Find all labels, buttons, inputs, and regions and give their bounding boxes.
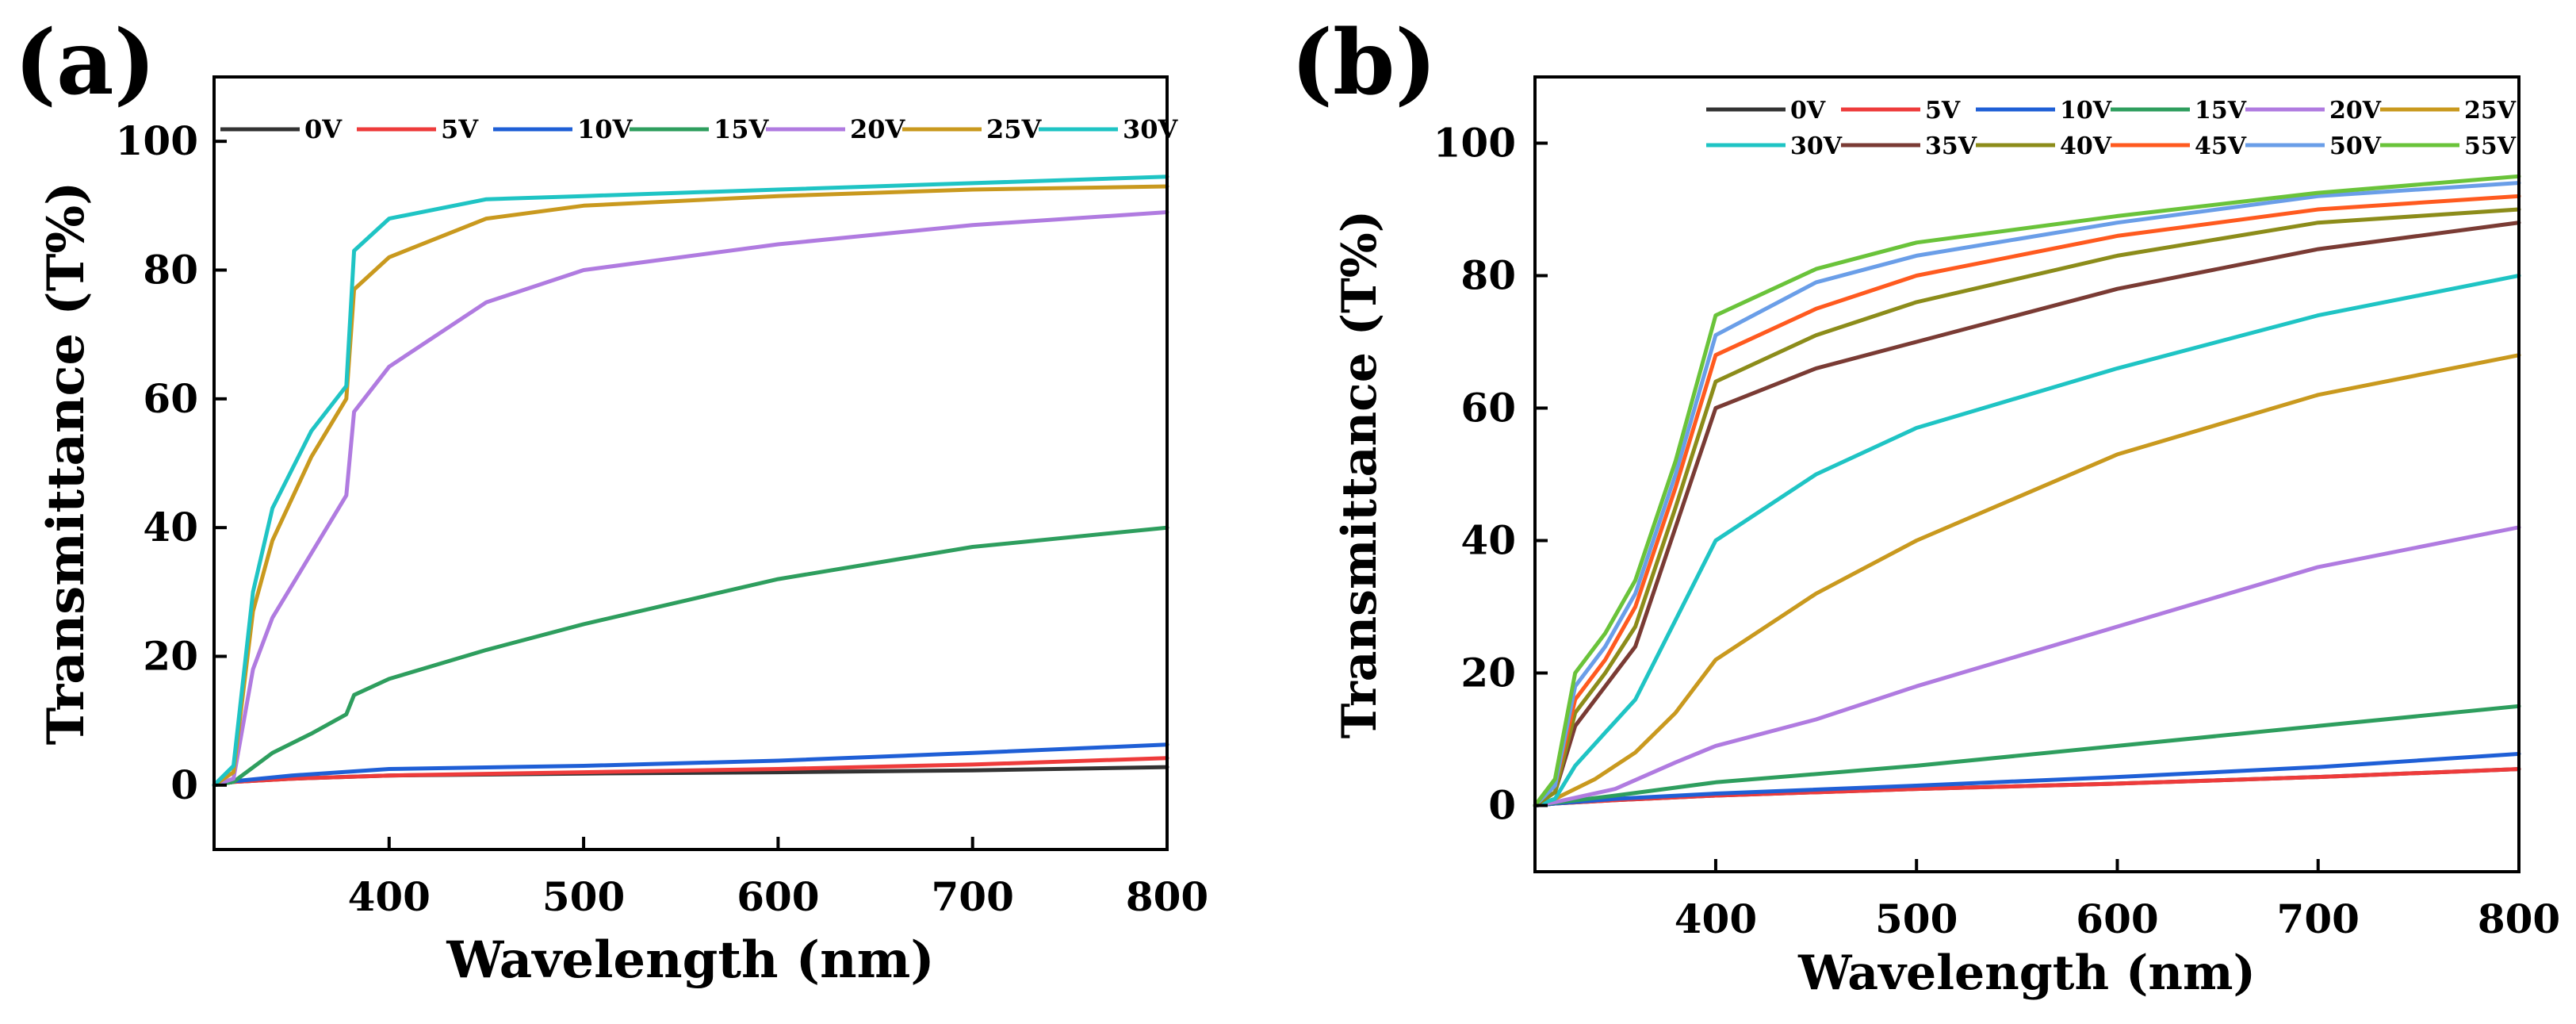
legend-label-30V: 30V	[1123, 114, 1179, 144]
panel-label: (a)	[14, 11, 156, 115]
y-tick-label: 100	[1433, 120, 1516, 167]
y-tick-label: 60	[143, 375, 198, 422]
plot-frame	[212, 75, 1169, 851]
series-line-20V	[212, 210, 1169, 788]
series-line-10V	[212, 742, 1169, 788]
y-tick-label: 100	[116, 117, 198, 164]
legend-label-15V: 15V	[714, 114, 770, 144]
legend-label-20V: 20V	[850, 114, 906, 144]
legend-label-25V: 25V	[986, 114, 1043, 144]
series-line-15V	[1533, 704, 2521, 807]
legend-label-5V: 5V	[441, 114, 479, 144]
series-line-30V	[212, 175, 1169, 788]
legend-label-15V: 15V	[2195, 97, 2247, 125]
series-line-20V	[1533, 525, 2521, 807]
y-tick-label: 80	[1460, 252, 1516, 299]
series-line-25V	[1533, 353, 2521, 807]
legend: 0V 5V 10V 15V 20V 25V 30V	[220, 114, 1179, 144]
x-tick-label: 700	[932, 873, 1014, 920]
legend-label-20V: 20V	[2329, 97, 2382, 125]
x-tick-label: 500	[542, 873, 625, 920]
legend-label-35V: 35V	[1925, 132, 1977, 160]
legend: 0V 5V 10V 15V 20V 25V 30V 35V 40V 45V 50V 55V	[1706, 97, 2517, 160]
series-line-45V	[1533, 194, 2521, 807]
legend-label-55V: 55V	[2464, 132, 2517, 160]
chart-panel-a: (a) 0 20 40 60 80 100 400 500 600 700 800 Wavelength…	[14, 11, 1208, 990]
x-tick-label: 700	[2277, 896, 2360, 942]
series-line-55V	[1533, 174, 2521, 807]
y-tick-label: 40	[143, 504, 198, 550]
y-tick-label: 20	[1460, 650, 1516, 696]
series-line-35V	[1533, 221, 2521, 807]
panel-label: (b)	[1291, 11, 1437, 115]
chart-panel-b: (b) 0 20 40 60 80 100 400 500 600 700 800 Wavelength…	[1291, 11, 2560, 1001]
legend-label-30V: 30V	[1790, 132, 1843, 160]
y-tick-label: 0	[170, 761, 198, 808]
legend-label-45V: 45V	[2195, 132, 2247, 160]
series-line-30V	[1533, 274, 2521, 807]
y-tick-label: 60	[1460, 385, 1516, 431]
y-tick-label: 20	[143, 633, 198, 680]
x-tick-label: 500	[1875, 896, 1958, 942]
x-tick-label: 600	[737, 873, 819, 920]
legend-label-25V: 25V	[2464, 97, 2517, 125]
series-line-50V	[1533, 181, 2521, 807]
legend-label-5V: 5V	[1925, 97, 1961, 125]
legend-label-10V: 10V	[2060, 97, 2112, 125]
y-axis-title: Transmittance (T%)	[1332, 210, 1388, 738]
legend-label-50V: 50V	[2329, 132, 2382, 160]
series-line-15V	[212, 525, 1169, 788]
x-axis-title: Wavelength (nm)	[1797, 945, 2256, 1001]
y-tick-label: 0	[1488, 782, 1516, 829]
plot-frame	[1533, 75, 2520, 873]
legend-label-40V: 40V	[2060, 132, 2112, 160]
legend-label-10V: 10V	[577, 114, 633, 144]
x-tick-label: 600	[2076, 896, 2158, 942]
series-line-40V	[1533, 207, 2521, 807]
x-tick-label: 800	[1126, 873, 1208, 920]
series-line-25V	[212, 184, 1169, 788]
x-tick-label: 400	[348, 873, 431, 920]
y-tick-label: 40	[1460, 517, 1516, 564]
x-tick-label: 800	[2478, 896, 2560, 942]
legend-label-0V: 0V	[1790, 97, 1826, 125]
x-tick-label: 400	[1675, 896, 1757, 942]
y-axis-title: Transmittance (T%)	[36, 182, 96, 746]
legend-label-0V: 0V	[304, 114, 343, 144]
x-axis-title: Wavelength (nm)	[446, 930, 934, 990]
y-tick-label: 80	[143, 247, 198, 293]
